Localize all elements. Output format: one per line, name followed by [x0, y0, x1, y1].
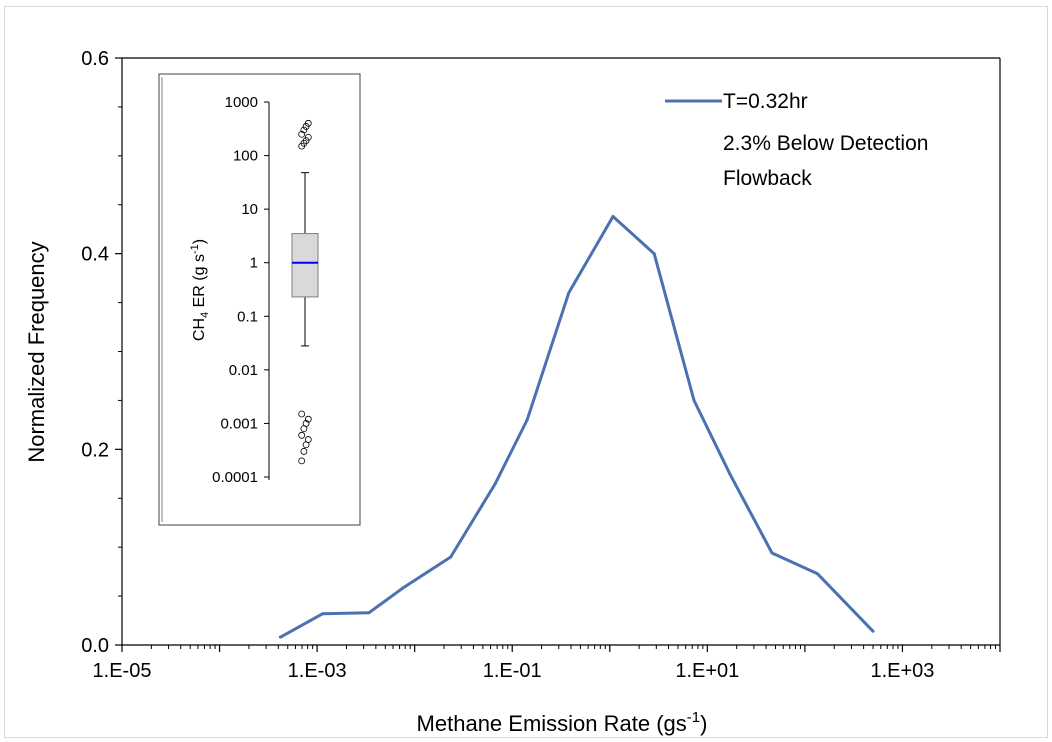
outlier-point — [304, 119, 312, 127]
outlier-point — [298, 457, 306, 465]
outlier-point — [302, 420, 310, 427]
y-tick-label: 0.2 — [81, 439, 109, 461]
data-point — [815, 572, 819, 576]
inset-y-tick-label: 0.001 — [220, 415, 258, 432]
y-tick-label: 0.6 — [81, 48, 109, 70]
y-tick-label: 0.0 — [81, 635, 109, 657]
inset-y-tick-label: 0.0001 — [212, 469, 258, 486]
inset-y-tick-label: 10 — [241, 201, 258, 218]
data-point — [728, 472, 732, 476]
data-point — [567, 291, 571, 295]
data-point — [400, 586, 404, 590]
outlier-point — [298, 431, 306, 439]
x-axis-title: Methane Emission Rate (gs-1) — [417, 709, 708, 736]
inset-y-title: CH4 ER (g s-1) — [189, 239, 211, 341]
data-point — [321, 612, 325, 616]
outlier-point — [298, 130, 306, 138]
data-point — [449, 555, 453, 559]
inset-y-tick-label: 1000 — [225, 94, 258, 111]
data-point — [367, 611, 371, 615]
inset-y-tick-label: 100 — [233, 148, 258, 165]
x-tick-label: 1.E-05 — [93, 660, 152, 682]
data-point — [525, 418, 529, 422]
data-point — [871, 629, 875, 633]
chart-frame — [4, 6, 1048, 738]
x-tick-label: 1.E-03 — [288, 660, 347, 682]
series-line — [279, 215, 875, 639]
data-point — [278, 635, 282, 639]
iqr-box — [291, 233, 319, 298]
legend: T=0.32hr 2.3% Below Detection Flowback — [665, 90, 928, 190]
data-point — [611, 214, 615, 218]
legend-note-flowback: Flowback — [723, 167, 812, 190]
data-point — [493, 482, 497, 486]
inset-y-tick-label: 0.01 — [229, 362, 258, 379]
data-point — [692, 398, 696, 402]
legend-label: T=0.32hr — [723, 90, 808, 113]
data-point — [770, 551, 774, 555]
x-tick-label: 1.E+03 — [870, 660, 934, 682]
outlier-point — [298, 410, 306, 418]
inset-y-tick-label: 0.1 — [237, 308, 258, 325]
outlier-point — [304, 436, 312, 443]
outlier-point — [300, 126, 308, 134]
outlier-point — [300, 448, 308, 455]
inset-boxplot: 1000 100 10 1 0.1 0.01 0.001 0.0001 CH4 ER (g s… — [158, 73, 361, 526]
outlier-point — [304, 133, 312, 141]
inset-frame — [158, 73, 361, 526]
y-axis-title: Normalized Frequency — [24, 241, 49, 462]
x-tick-label: 1.E+01 — [675, 660, 739, 682]
outlier-point — [304, 415, 312, 423]
inset-y-tick-label: 1 — [250, 255, 258, 272]
x-tick-label: 1.E-01 — [483, 660, 542, 682]
legend-note-detection: 2.3% Below Detection — [723, 132, 928, 155]
y-tick-label: 0.4 — [81, 244, 109, 266]
outlier-point — [302, 137, 310, 145]
data-point — [652, 252, 656, 256]
